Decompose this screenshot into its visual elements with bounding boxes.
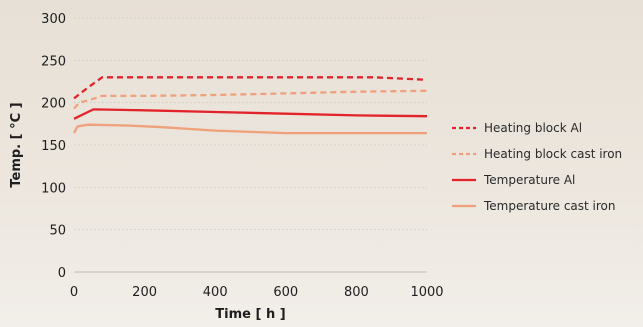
series-lines	[72, 76, 428, 135]
series-line	[73, 76, 428, 100]
y-tick-label: 100	[41, 181, 66, 196]
series-line	[73, 108, 428, 120]
x-axis-ticks: 0 200 400 600 800 1000	[70, 285, 444, 300]
grid-lines	[74, 17, 427, 231]
y-tick-label: 250	[41, 54, 66, 69]
series-line	[72, 123, 427, 135]
y-tick-label: 0	[58, 266, 66, 281]
legend-label: Heating block cast iron	[484, 147, 622, 161]
y-axis-label: Temp. [ °C ]	[9, 102, 24, 187]
x-tick-label: 600	[273, 285, 298, 300]
series-line	[73, 89, 428, 110]
y-tick-label: 50	[49, 224, 66, 239]
x-tick-label: 400	[203, 285, 228, 300]
x-tick-label: 0	[70, 285, 78, 300]
x-axis-label: Time [ h ]	[215, 307, 285, 322]
y-axis-ticks: 0 50 100 150 200 250 300	[41, 12, 66, 281]
legend: Heating block Al Heating block cast iron T…	[452, 121, 622, 213]
y-tick-label: 200	[41, 97, 66, 112]
legend-label: Temperature Al	[483, 173, 575, 187]
y-tick-label: 150	[41, 139, 66, 154]
x-tick-label: 800	[344, 285, 369, 300]
legend-label: Temperature cast iron	[483, 199, 616, 213]
x-tick-label: 1000	[410, 285, 443, 300]
x-tick-label: 200	[132, 285, 157, 300]
legend-label: Heating block Al	[484, 121, 582, 135]
y-tick-label: 300	[41, 12, 66, 27]
